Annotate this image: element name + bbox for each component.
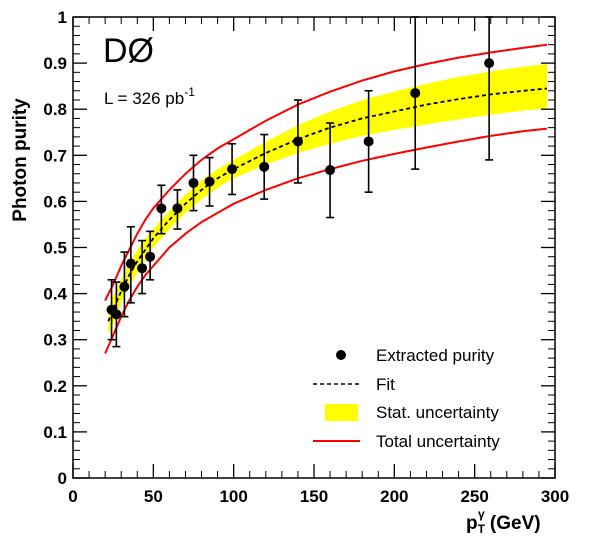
x-tick-label: 250 — [460, 487, 488, 506]
y-tick-label: 0.4 — [43, 285, 67, 304]
stat-uncertainty-band — [108, 64, 548, 336]
x-axis-ticks: 0 50 100 150 200 250 300 — [68, 17, 569, 506]
x-tick-label: 50 — [144, 487, 163, 506]
x-axis-title-unit: (GeV) — [485, 513, 541, 534]
total-uncertainty-layer — [104, 43, 548, 354]
data-marker — [172, 203, 183, 214]
luminosity-text: L = 326 pb — [104, 89, 184, 108]
data-marker — [137, 263, 148, 274]
x-axis-title-sup: γ — [478, 507, 485, 521]
y-tick-label: 0.2 — [43, 377, 67, 396]
total-uncertainty-lower-line — [104, 127, 548, 354]
data-point — [145, 230, 156, 281]
legend-marker-stat-uncertainty — [325, 404, 358, 421]
data-point — [292, 99, 303, 184]
y-tick-label: 0 — [58, 469, 67, 488]
y-tick-label: 0.7 — [43, 146, 67, 165]
x-axis-title-sub: T — [478, 522, 486, 536]
total-uncertainty-upper-line — [104, 43, 548, 301]
x-tick-label: 0 — [68, 487, 77, 506]
luminosity-exponent: -1 — [184, 85, 195, 99]
data-marker — [145, 251, 156, 262]
x-tick-label: 300 — [541, 487, 569, 506]
legend: Extracted purity Fit Stat. uncertainty T… — [313, 346, 500, 451]
data-point — [227, 142, 238, 196]
data-point — [363, 89, 374, 193]
legend-label-extracted-purity: Extracted purity — [376, 346, 495, 365]
x-axis-title-main: p — [466, 513, 478, 534]
data-point — [410, 16, 421, 170]
y-tick-label: 0.8 — [43, 100, 67, 119]
data-point — [119, 251, 130, 318]
data-marker — [125, 258, 136, 269]
data-point — [111, 281, 122, 348]
legend-label-total-uncertainty: Total uncertainty — [376, 432, 500, 451]
y-tick-label: 0.5 — [43, 239, 67, 258]
legend-marker-extracted-purity — [336, 350, 346, 360]
x-tick-label: 150 — [300, 487, 328, 506]
y-axis-ticks: 0 0.1 0.2 0.3 0.4 0.5 0.6 0.7 0.8 0.9 1 — [43, 8, 555, 488]
data-marker — [259, 161, 270, 172]
data-marker — [111, 309, 122, 320]
y-axis-title: Photon purity — [10, 98, 31, 222]
data-point — [259, 133, 270, 200]
data-point — [125, 225, 136, 304]
legend-label-fit: Fit — [376, 375, 395, 394]
data-marker — [484, 58, 495, 69]
fit-line — [107, 87, 548, 322]
y-tick-label: 0.9 — [43, 54, 67, 73]
y-tick-label: 0.3 — [43, 331, 67, 350]
data-points-layer — [106, 16, 495, 348]
fit-layer — [107, 87, 548, 322]
data-marker — [325, 165, 336, 176]
data-marker — [156, 203, 167, 214]
data-point — [204, 156, 215, 207]
legend-label-stat-uncertainty: Stat. uncertainty — [376, 403, 499, 422]
data-marker — [188, 177, 199, 188]
x-tick-label: 100 — [219, 487, 247, 506]
x-tick-label: 200 — [380, 487, 408, 506]
data-marker — [410, 88, 421, 99]
x-axis-title: pTγ (GeV) — [466, 507, 541, 536]
stat-uncertainty-band-layer — [108, 64, 548, 336]
data-marker — [363, 136, 374, 147]
data-point — [156, 184, 167, 235]
data-marker — [204, 176, 215, 187]
data-marker — [119, 281, 130, 292]
data-marker — [292, 136, 303, 147]
luminosity-label: L = 326 pb-1 — [104, 85, 195, 108]
y-tick-label: 1 — [58, 8, 67, 27]
y-tick-label: 0.6 — [43, 192, 67, 211]
data-point — [137, 239, 148, 295]
data-point — [325, 122, 336, 219]
data-marker — [227, 164, 238, 175]
data-point — [188, 154, 199, 212]
experiment-label: DØ — [103, 32, 154, 70]
data-point — [172, 189, 183, 230]
y-tick-label: 0.1 — [43, 423, 67, 442]
